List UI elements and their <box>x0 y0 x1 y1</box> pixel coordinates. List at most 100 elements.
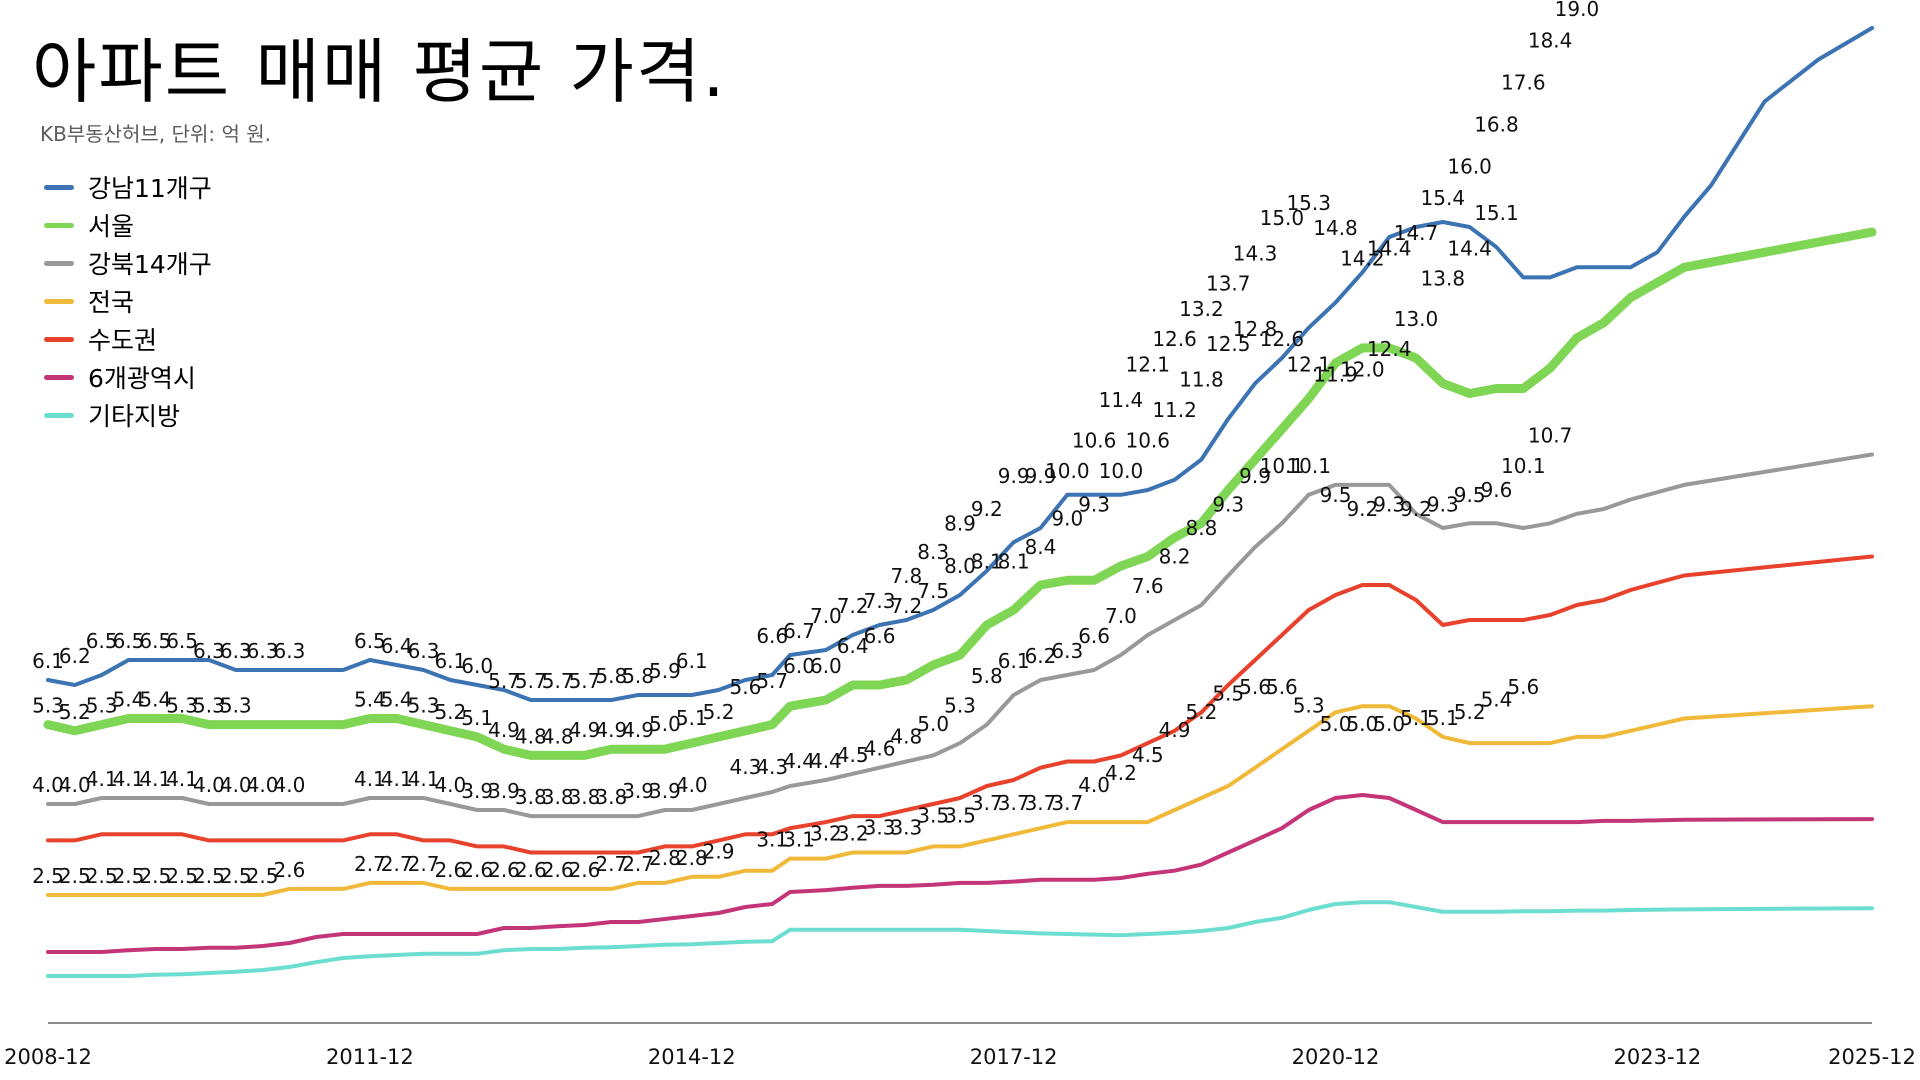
data-label: 9.5 <box>1320 483 1352 507</box>
data-label: 5.4 <box>381 687 413 711</box>
x-tick-label: 2017-12 <box>970 1045 1058 1069</box>
data-label: 5.2 <box>1186 700 1218 724</box>
data-label: 6.5 <box>113 629 145 653</box>
data-label: 11.9 <box>1313 363 1358 387</box>
data-label: 3.1 <box>783 828 815 852</box>
data-label: 2.8 <box>649 846 681 870</box>
data-label: 8.1 <box>971 549 1003 573</box>
data-label: 6.1 <box>434 649 466 673</box>
chart-subtitle: KB부동산허브, 단위: 억 원. <box>40 122 271 146</box>
data-label: 16.8 <box>1474 112 1519 136</box>
data-label: 3.8 <box>569 785 601 809</box>
data-label: 4.0 <box>220 773 252 797</box>
data-label: 5.4 <box>139 687 171 711</box>
data-label: 5.7 <box>569 669 601 693</box>
data-label: 5.7 <box>756 669 788 693</box>
data-label: 4.9 <box>1159 718 1191 742</box>
series-line <box>46 26 1874 702</box>
data-label: 6.3 <box>247 639 279 663</box>
data-label: 4.4 <box>810 749 842 773</box>
data-label: 2.5 <box>247 864 279 888</box>
legend-label: 강남11개구 <box>88 174 212 203</box>
data-label: 4.8 <box>515 724 547 748</box>
legend-label: 전국 <box>88 288 135 317</box>
data-label: 15.3 <box>1286 191 1331 215</box>
data-label: 9.2 <box>971 497 1003 521</box>
data-label: 4.0 <box>32 773 64 797</box>
data-label: 5.9 <box>649 659 681 683</box>
data-label: 3.1 <box>756 828 788 852</box>
data-label: 4.1 <box>86 767 118 791</box>
data-label: 3.3 <box>890 815 922 839</box>
data-label: 4.0 <box>247 773 279 797</box>
series-line <box>46 793 1874 954</box>
legend-swatch <box>44 222 74 228</box>
data-label: 9.2 <box>1400 497 1432 521</box>
data-label: 2.5 <box>86 864 118 888</box>
data-label: 2.9 <box>703 840 735 864</box>
data-label: 4.9 <box>622 718 654 742</box>
data-label: 3.8 <box>542 785 574 809</box>
data-label: 5.0 <box>1373 712 1405 736</box>
data-label: 8.3 <box>917 540 949 564</box>
data-label: 2.6 <box>569 858 601 882</box>
data-label: 8.0 <box>944 554 976 578</box>
data-label: 10.0 <box>1099 459 1144 483</box>
data-label: 8.4 <box>1025 535 1057 559</box>
x-tick-label: 2014-12 <box>648 1045 736 1069</box>
data-label: 8.1 <box>998 549 1030 573</box>
data-label: 15.1 <box>1474 201 1519 225</box>
data-label: 3.5 <box>917 803 949 827</box>
data-label: 9.3 <box>1373 492 1405 516</box>
data-label: 5.8 <box>622 664 654 688</box>
data-label: 4.0 <box>59 773 91 797</box>
data-label: 3.5 <box>944 803 976 827</box>
data-label: 10.1 <box>1260 454 1305 478</box>
data-label: 6.3 <box>193 639 225 663</box>
data-label: 15.4 <box>1421 186 1466 210</box>
data-label: 5.2 <box>434 700 466 724</box>
data-label: 6.3 <box>1051 639 1083 663</box>
data-label: 2.6 <box>434 858 466 882</box>
data-label: 3.7 <box>971 791 1003 815</box>
data-label: 5.3 <box>86 694 118 718</box>
data-label: 9.3 <box>1078 492 1110 516</box>
data-label: 5.3 <box>166 694 198 718</box>
data-label: 2.5 <box>139 864 171 888</box>
legend-item: 강남11개구 <box>44 168 212 206</box>
data-label: 12.1 <box>1286 352 1331 376</box>
data-label: 5.3 <box>220 694 252 718</box>
data-label: 10.1 <box>1501 454 1546 478</box>
data-label: 6.6 <box>756 624 788 648</box>
data-label: 4.0 <box>1078 773 1110 797</box>
data-label: 2.5 <box>220 864 252 888</box>
data-label: 2.5 <box>59 864 91 888</box>
data-label: 6.0 <box>783 654 815 678</box>
data-label: 14.2 <box>1340 246 1385 270</box>
data-label: 3.2 <box>810 822 842 846</box>
data-label: 9.9 <box>1025 464 1057 488</box>
data-label: 3.9 <box>649 779 681 803</box>
data-label: 7.2 <box>837 594 869 618</box>
data-label: 15.0 <box>1260 206 1305 230</box>
data-label: 5.6 <box>1266 675 1298 699</box>
data-label: 5.8 <box>595 664 627 688</box>
data-label: 5.0 <box>1320 712 1352 736</box>
data-label: 5.0 <box>1346 712 1378 736</box>
legend-swatch <box>44 298 74 304</box>
data-label: 4.2 <box>1105 761 1137 785</box>
data-label: 5.8 <box>971 664 1003 688</box>
data-label: 4.1 <box>381 767 413 791</box>
data-label: 4.3 <box>730 755 762 779</box>
data-label: 5.7 <box>542 669 574 693</box>
data-label: 4.5 <box>1132 743 1164 767</box>
data-label: 14.7 <box>1394 221 1439 245</box>
data-label: 5.5 <box>1212 681 1244 705</box>
data-label: 10.1 <box>1286 454 1331 478</box>
data-label: 12.0 <box>1340 357 1385 381</box>
data-label: 5.3 <box>408 694 440 718</box>
data-label: 3.2 <box>837 822 869 846</box>
data-label: 3.9 <box>622 779 654 803</box>
data-label: 4.4 <box>783 749 815 773</box>
